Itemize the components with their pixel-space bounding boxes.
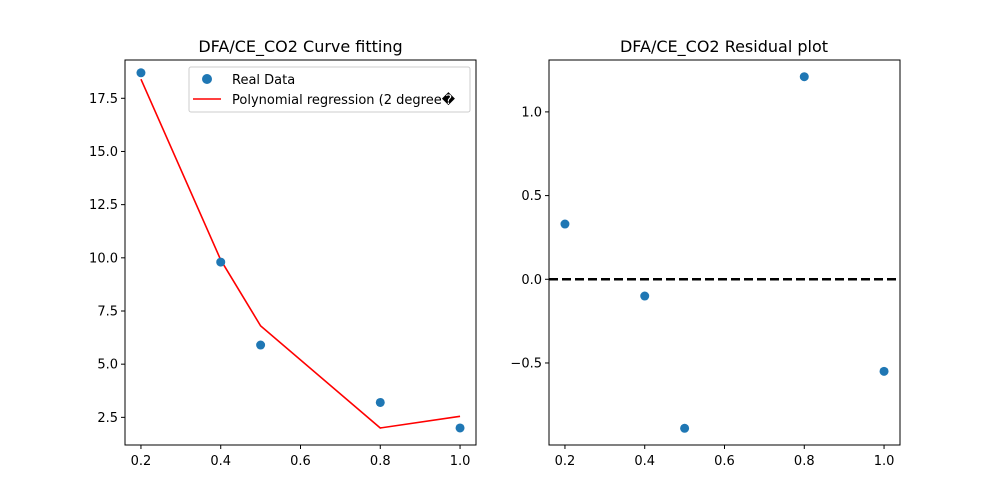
x-tick-label: 0.4 — [634, 454, 655, 469]
regression-line — [140, 78, 461, 429]
residual-point — [640, 291, 650, 301]
residual-plot-title: DFA/CE_CO2 Residual plot — [620, 37, 828, 57]
legend-marker-real-data — [202, 74, 212, 84]
x-tick-label: 0.8 — [370, 454, 391, 469]
y-tick-label: 12.5 — [89, 198, 118, 213]
curve-fitting-plot-area: 0.2 0.4 0.6 0.8 1.0 2.5 5.0 7.5 10.0 12.5 15.0 17.5 — [89, 59, 477, 469]
y-tick-label: 17.5 — [89, 92, 118, 107]
curve-fitting-title: DFA/CE_CO2 Curve fitting — [198, 37, 402, 57]
x-tick-label: 0.8 — [794, 454, 815, 469]
data-point — [455, 423, 465, 433]
data-point — [256, 340, 266, 350]
residual-panel: DFA/CE_CO2 Residual plot 0.2 0.4 0.6 0.8 1.0… — [510, 37, 901, 469]
y-tick-label: 10.0 — [89, 251, 118, 266]
x-tick-label: 0.2 — [131, 454, 152, 469]
legend: Real Data Polynomial regression (2 degre… — [188, 66, 471, 113]
data-point — [375, 397, 385, 407]
data-point — [216, 257, 226, 267]
y-tick-label: 0.5 — [521, 189, 542, 204]
residual-point — [879, 366, 889, 376]
x-tick-label: 1.0 — [874, 454, 895, 469]
x-tick-label: 0.4 — [210, 454, 231, 469]
y-tick-label: 15.0 — [89, 145, 118, 160]
y-tick-label: 2.5 — [97, 411, 118, 426]
legend-label-polynomial-regression: Polynomial regression (2 degree� — [232, 91, 456, 108]
y-tick-label: −0.5 — [510, 356, 542, 371]
x-tick-label: 0.2 — [555, 454, 576, 469]
x-tick-label: 1.0 — [450, 454, 471, 469]
legend-label-real-data: Real Data — [232, 73, 295, 88]
residual-point — [799, 72, 809, 82]
y-tick-label: 1.0 — [521, 105, 542, 120]
residual-plot-area: 0.2 0.4 0.6 0.8 1.0 −0.5 0.0 0.5 1.0 — [510, 59, 901, 469]
legend-box — [188, 66, 471, 113]
residual-point — [680, 423, 690, 433]
y-tick-label: 0.0 — [521, 273, 542, 288]
y-tick-label: 7.5 — [97, 304, 118, 319]
y-tick-label: 5.0 — [97, 358, 118, 373]
residual-point — [560, 219, 570, 229]
curve-fitting-panel: DFA/CE_CO2 Curve fitting 0.2 0.4 0.6 0.8 1.0… — [89, 37, 477, 469]
x-tick-label: 0.6 — [714, 454, 735, 469]
data-point — [136, 68, 146, 78]
x-tick-label: 0.6 — [290, 454, 311, 469]
